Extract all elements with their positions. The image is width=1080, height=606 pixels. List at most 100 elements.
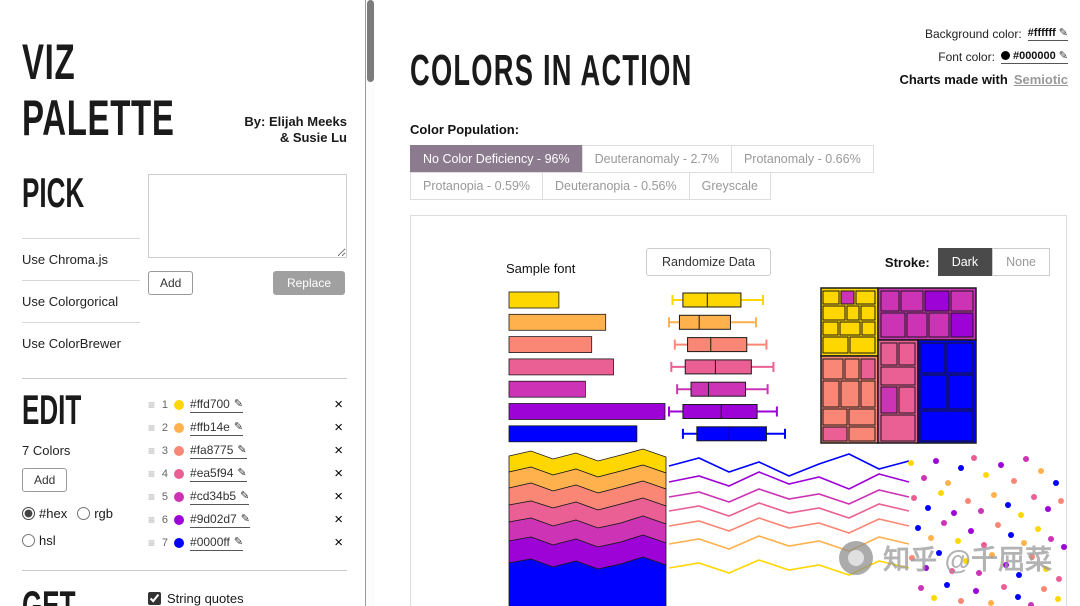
edit-color-icon[interactable]: ✎ (237, 444, 247, 456)
add-color-button[interactable]: Add (22, 468, 68, 492)
palette-source-link[interactable]: Use ColorBrewer (22, 322, 140, 364)
format-radio-rgb[interactable]: rgb (77, 506, 113, 521)
color-hex-control[interactable]: #cd34b5 ✎ (190, 488, 250, 505)
color-hex-control[interactable]: #fa8775 ✎ (190, 443, 247, 459)
section-divider (22, 378, 347, 379)
get-section: GET String quotes (22, 570, 347, 606)
title-block: VIZ PALETTE By: Elijah Meeks & Susie Lu (22, 34, 347, 146)
credit-text: Charts made with (899, 72, 1008, 87)
drag-handle-icon[interactable]: ≡ (148, 466, 155, 481)
color-hex-control[interactable]: #0000ff ✎ (190, 534, 244, 551)
color-row: ≡ 5 #cd34b5 ✎ × (148, 485, 347, 508)
byline: By: Elijah Meeks & Susie Lu (244, 114, 347, 145)
add-palette-button[interactable]: Add (148, 271, 194, 295)
string-quotes-option[interactable]: String quotes (148, 591, 347, 606)
color-index: 7 (161, 536, 169, 549)
remove-color-button[interactable]: × (334, 396, 343, 413)
format-radio-input[interactable] (22, 534, 35, 547)
page-title: COLORS IN ACTION (410, 46, 693, 95)
edit-color-icon[interactable]: ✎ (233, 536, 244, 548)
stroke-label: Stroke: (884, 254, 930, 270)
color-hex-label[interactable]: #9d02d7 (190, 511, 237, 526)
watermark-text: 知乎 @千屈菜 (883, 545, 1052, 575)
drag-handle-icon[interactable]: ≡ (148, 443, 155, 458)
stroke-dark-button[interactable]: Dark (937, 248, 993, 276)
color-swatch (174, 537, 185, 548)
remove-color-button[interactable]: × (334, 511, 343, 528)
remove-color-button[interactable]: × (334, 465, 343, 482)
population-tab[interactable]: Deuteranopia - 0.56% (542, 172, 690, 200)
color-hex-control[interactable]: #ffd700 ✎ (190, 396, 244, 413)
stroke-none-button[interactable]: None (992, 248, 1050, 276)
drag-handle-icon[interactable]: ≡ (148, 420, 155, 435)
color-swatch (174, 422, 185, 433)
font-color-control[interactable]: #000000 ✎ (1000, 49, 1068, 64)
replace-palette-button[interactable]: Replace (272, 271, 345, 295)
drag-handle-icon[interactable]: ≡ (148, 397, 155, 412)
main-area: Background color: #ffffff ✎ Font color: … (375, 0, 1080, 606)
bar-chart (508, 291, 666, 443)
sidebar-scrollbar-thumb[interactable] (367, 0, 374, 82)
edit-color-icon[interactable]: ✎ (237, 467, 247, 479)
palette-input[interactable] (148, 174, 347, 258)
charts-panel: Sample font Randomize Data Stroke: Dark … (410, 215, 1067, 606)
edit-color-icon[interactable]: ✎ (240, 490, 250, 502)
color-hex-control[interactable]: #ffb14e ✎ (190, 419, 244, 436)
background-color-control[interactable]: #ffffff ✎ (1027, 26, 1068, 41)
color-hex-label[interactable]: #cd34b5 (190, 488, 237, 503)
population-tab[interactable]: Protanopia - 0.59% (410, 172, 544, 200)
remove-color-button[interactable]: × (334, 488, 343, 505)
color-row: ≡ 2 #ffb14e ✎ × (148, 416, 347, 439)
font-color-label: Font color: (938, 49, 995, 64)
color-index: 5 (161, 490, 169, 503)
drag-handle-icon[interactable]: ≡ (148, 535, 155, 550)
color-hex-label[interactable]: #0000ff (190, 534, 230, 549)
background-color-value[interactable]: #ffffff (1027, 26, 1056, 39)
font-color-value[interactable]: #000000 (1012, 49, 1056, 62)
format-radio-hsl[interactable]: hsl (22, 533, 56, 548)
palette-source-links: Use Chroma.js Use Colorgorical Use ColorBr… (22, 238, 140, 364)
color-index: 3 (161, 444, 169, 457)
palette-source-link[interactable]: Use Colorgorical (22, 280, 140, 322)
edit-color-icon[interactable]: ✎ (240, 513, 250, 525)
color-hex-label[interactable]: #ffb14e (190, 419, 230, 434)
remove-color-button[interactable]: × (334, 534, 343, 551)
color-row: ≡ 1 #ffd700 ✎ × (148, 393, 347, 416)
color-index: 4 (161, 467, 169, 480)
edit-color-icon[interactable]: ✎ (233, 398, 244, 410)
format-radio-hex[interactable]: #hex (22, 506, 67, 521)
stroke-toggle-group: Stroke: Dark None (885, 248, 1050, 276)
color-swatch (174, 399, 185, 410)
color-index: 1 (161, 398, 169, 411)
watermark: 知乎 @千屈菜 (839, 538, 1052, 577)
population-tab[interactable]: Deuteranomaly - 2.7% (581, 145, 732, 173)
charts-canvas (508, 287, 1067, 606)
font-color-swatch (1000, 51, 1010, 60)
population-tab[interactable]: No Color Deficiency - 96% (410, 145, 583, 173)
edit-section: EDIT 7 Colors Add #hex rgb hsl ≡ 1 #ffd7… (22, 389, 347, 554)
remove-color-button[interactable]: × (334, 442, 343, 459)
remove-color-button[interactable]: × (334, 419, 343, 436)
drag-handle-icon[interactable]: ≡ (148, 489, 155, 504)
color-hex-control[interactable]: #9d02d7 ✎ (190, 512, 250, 528)
population-tab[interactable]: Greyscale (688, 172, 771, 200)
string-quotes-checkbox[interactable] (148, 592, 161, 605)
color-hex-label[interactable]: #ffd700 (190, 396, 230, 411)
format-radio-input[interactable] (77, 507, 91, 520)
get-heading: GET (22, 582, 76, 606)
population-tab[interactable]: Protanomaly - 0.66% (730, 145, 874, 173)
edit-color-icon[interactable]: ✎ (233, 421, 244, 433)
color-hex-label[interactable]: #fa8775 (190, 442, 234, 457)
color-hex-control[interactable]: #ea5f94 ✎ (190, 466, 247, 482)
semiotic-link[interactable]: Semiotic (1013, 72, 1068, 87)
sidebar-scrollbar-track[interactable] (365, 0, 375, 606)
format-radio-input[interactable] (22, 507, 35, 520)
edit-font-color-icon[interactable]: ✎ (1058, 50, 1068, 62)
edit-background-color-icon[interactable]: ✎ (1058, 27, 1068, 39)
color-hex-label[interactable]: #ea5f94 (190, 465, 234, 480)
randomize-data-button[interactable]: Randomize Data (646, 248, 772, 276)
palette-source-link[interactable]: Use Chroma.js (22, 238, 140, 280)
sidebar: VIZ PALETTE By: Elijah Meeks & Susie Lu … (0, 0, 365, 606)
drag-handle-icon[interactable]: ≡ (148, 512, 155, 527)
